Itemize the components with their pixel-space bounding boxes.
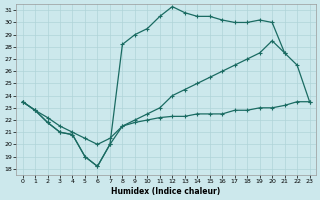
X-axis label: Humidex (Indice chaleur): Humidex (Indice chaleur) xyxy=(111,187,221,196)
